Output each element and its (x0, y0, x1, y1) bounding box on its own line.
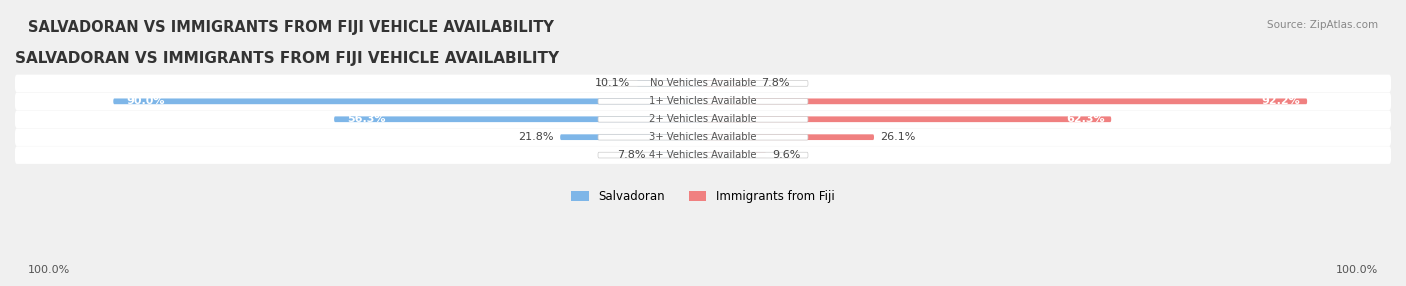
Text: 90.0%: 90.0% (127, 96, 165, 106)
Text: SALVADORAN VS IMMIGRANTS FROM FIJI VEHICLE AVAILABILITY: SALVADORAN VS IMMIGRANTS FROM FIJI VEHIC… (28, 20, 554, 35)
FancyBboxPatch shape (15, 75, 1391, 92)
FancyBboxPatch shape (703, 116, 1111, 122)
Text: 9.6%: 9.6% (772, 150, 801, 160)
Text: 100.0%: 100.0% (1336, 265, 1378, 275)
FancyBboxPatch shape (15, 146, 1391, 164)
FancyBboxPatch shape (598, 152, 808, 158)
FancyBboxPatch shape (598, 116, 808, 122)
Text: 100.0%: 100.0% (28, 265, 70, 275)
Text: 7.8%: 7.8% (761, 78, 789, 88)
FancyBboxPatch shape (598, 134, 808, 140)
FancyBboxPatch shape (637, 81, 703, 86)
Text: SALVADORAN VS IMMIGRANTS FROM FIJI VEHICLE AVAILABILITY: SALVADORAN VS IMMIGRANTS FROM FIJI VEHIC… (15, 51, 560, 66)
Text: 1+ Vehicles Available: 1+ Vehicles Available (650, 96, 756, 106)
FancyBboxPatch shape (703, 134, 875, 140)
Text: No Vehicles Available: No Vehicles Available (650, 78, 756, 88)
FancyBboxPatch shape (15, 93, 1391, 110)
FancyBboxPatch shape (598, 98, 808, 104)
FancyBboxPatch shape (114, 98, 703, 104)
Text: 21.8%: 21.8% (517, 132, 554, 142)
FancyBboxPatch shape (703, 98, 1308, 104)
Text: 2+ Vehicles Available: 2+ Vehicles Available (650, 114, 756, 124)
FancyBboxPatch shape (598, 81, 808, 86)
Text: 3+ Vehicles Available: 3+ Vehicles Available (650, 132, 756, 142)
FancyBboxPatch shape (560, 134, 703, 140)
FancyBboxPatch shape (703, 152, 766, 158)
FancyBboxPatch shape (652, 152, 703, 158)
Text: 56.3%: 56.3% (347, 114, 385, 124)
Legend: Salvadoran, Immigrants from Fiji: Salvadoran, Immigrants from Fiji (571, 190, 835, 203)
Text: 4+ Vehicles Available: 4+ Vehicles Available (650, 150, 756, 160)
Text: 92.2%: 92.2% (1261, 96, 1301, 106)
FancyBboxPatch shape (335, 116, 703, 122)
Text: 7.8%: 7.8% (617, 150, 645, 160)
Text: 10.1%: 10.1% (595, 78, 630, 88)
Text: 26.1%: 26.1% (880, 132, 915, 142)
FancyBboxPatch shape (15, 110, 1391, 128)
FancyBboxPatch shape (15, 128, 1391, 146)
FancyBboxPatch shape (703, 81, 754, 86)
Text: Source: ZipAtlas.com: Source: ZipAtlas.com (1267, 20, 1378, 30)
Text: 62.3%: 62.3% (1066, 114, 1105, 124)
